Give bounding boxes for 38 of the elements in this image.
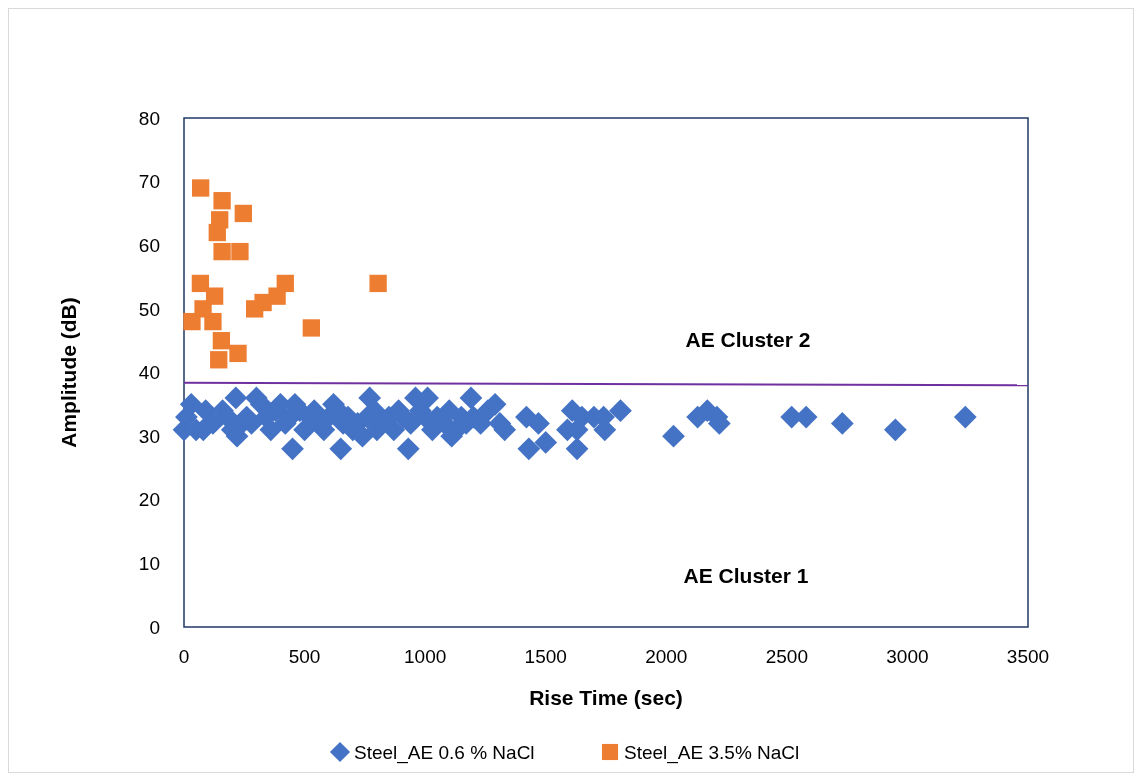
point <box>213 192 231 210</box>
x-axis-title: Rise Time (sec) <box>529 686 683 709</box>
x-tick-label: 0 <box>178 646 190 667</box>
x-tick-label: 1500 <box>524 646 567 667</box>
point <box>302 319 320 337</box>
point <box>205 287 224 305</box>
y-tick-label: 0 <box>149 616 160 638</box>
y-tick-label: 70 <box>138 171 160 193</box>
point <box>210 351 228 369</box>
point <box>191 274 210 293</box>
annotation: AE Cluster 2 <box>685 328 811 352</box>
point <box>231 242 249 261</box>
point <box>245 300 264 318</box>
y-axis-title: Amplitude (dB) <box>57 297 80 448</box>
annotation: AE Cluster 1 <box>683 564 809 588</box>
y-tick-label: 50 <box>138 298 160 320</box>
legend-label: Steel_AE 0.6 % NaCl <box>354 741 535 764</box>
point <box>369 274 387 293</box>
y-tick-label: 10 <box>138 553 160 575</box>
point <box>191 179 210 197</box>
x-tick-label: 3000 <box>886 646 929 667</box>
point <box>234 204 252 223</box>
point <box>229 344 247 363</box>
x-tick-label: 3500 <box>1006 646 1050 667</box>
legend-label: Steel_AE 3.5% NaCl <box>624 741 800 764</box>
y-tick-label: 40 <box>138 362 160 384</box>
x-tick-label: 500 <box>288 646 321 667</box>
x-tick-label: 1000 <box>404 646 447 667</box>
y-tick-label: 60 <box>138 234 160 256</box>
point <box>213 242 231 261</box>
x-tick-label: 2000 <box>645 646 688 667</box>
x-tick-label: 2500 <box>765 646 808 667</box>
y-tick-label: 20 <box>138 489 160 511</box>
y-tick-label: 80 <box>138 107 160 129</box>
point <box>194 300 212 318</box>
point <box>208 223 226 242</box>
y-tick-label: 30 <box>138 425 160 447</box>
point <box>212 332 231 350</box>
